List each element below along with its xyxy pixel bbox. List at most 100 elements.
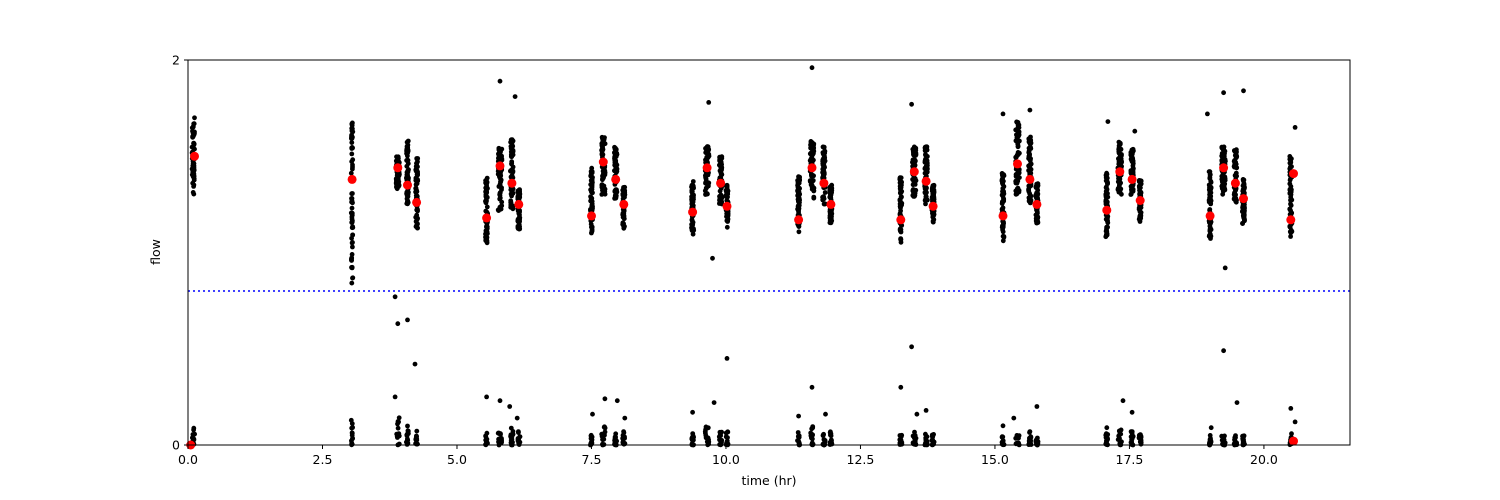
- raw-point: [931, 184, 937, 189]
- raw-point: [413, 219, 419, 224]
- raw-point: [508, 168, 513, 174]
- raw-point: [349, 151, 355, 157]
- raw-point: [588, 194, 593, 200]
- raw-point: [703, 157, 709, 163]
- raw-point: [350, 275, 356, 281]
- mean-point: [1239, 194, 1248, 204]
- outlier-point: [1205, 111, 1210, 117]
- raw-point: [1207, 433, 1213, 438]
- raw-point: [395, 425, 401, 431]
- outlier-point: [1129, 409, 1135, 415]
- mean-point: [928, 201, 938, 211]
- raw-point: [483, 228, 489, 234]
- y-axis-label: flow: [148, 239, 163, 265]
- raw-point: [405, 146, 411, 152]
- mean-point: [1289, 169, 1298, 179]
- raw-point: [725, 216, 731, 222]
- raw-point: [1026, 189, 1032, 194]
- mean-point: [507, 178, 517, 188]
- raw-point: [191, 121, 197, 127]
- raw-point: [1234, 154, 1240, 160]
- raw-point: [496, 430, 502, 436]
- raw-point: [809, 440, 815, 446]
- raw-point: [349, 140, 355, 146]
- raw-point: [405, 423, 410, 429]
- mean-point: [1230, 178, 1240, 188]
- x-tick-label: 12.5: [847, 452, 875, 467]
- outlier-point: [1288, 406, 1294, 411]
- raw-point: [508, 204, 514, 210]
- outlier-point: [349, 252, 355, 257]
- raw-point: [930, 214, 936, 220]
- raw-point: [717, 188, 723, 194]
- raw-point: [1104, 232, 1110, 238]
- outlier-point: [1208, 425, 1214, 431]
- raw-point: [1219, 173, 1225, 179]
- outlier-point: [507, 404, 513, 409]
- raw-point: [394, 155, 400, 160]
- raw-point: [1035, 181, 1041, 187]
- raw-point: [689, 218, 695, 223]
- raw-point: [1288, 234, 1293, 239]
- raw-point: [910, 193, 916, 198]
- raw-point: [349, 440, 355, 446]
- raw-point: [413, 164, 419, 169]
- outlier-point: [898, 384, 904, 390]
- raw-point: [350, 425, 355, 430]
- mean-point: [1205, 211, 1215, 221]
- raw-point: [795, 434, 801, 439]
- raw-point: [414, 156, 420, 161]
- raw-point: [497, 195, 503, 201]
- raw-point: [930, 439, 936, 445]
- raw-point: [1219, 433, 1225, 439]
- raw-point: [601, 183, 607, 189]
- raw-point: [1287, 177, 1293, 183]
- raw-point: [1117, 141, 1123, 147]
- raw-point: [190, 180, 196, 186]
- outlier-point: [1027, 107, 1033, 113]
- raw-point: [897, 433, 903, 438]
- raw-point: [1001, 221, 1006, 227]
- raw-point: [484, 224, 490, 230]
- raw-point: [350, 200, 355, 206]
- raw-point: [1240, 221, 1245, 227]
- raw-point: [508, 174, 514, 180]
- raw-point: [1241, 435, 1246, 440]
- raw-point: [484, 175, 490, 181]
- outlier-point: [1292, 419, 1298, 425]
- raw-point: [820, 150, 826, 156]
- raw-point: [190, 435, 195, 441]
- raw-point: [413, 186, 419, 191]
- mean-point: [482, 213, 492, 223]
- raw-point: [809, 426, 815, 432]
- raw-point: [1208, 219, 1214, 225]
- x-tick-label: 15.0: [981, 452, 1009, 467]
- outlier-point: [497, 398, 503, 404]
- raw-point: [1206, 197, 1212, 203]
- raw-point: [395, 421, 400, 427]
- raw-point: [1118, 427, 1124, 433]
- raw-point: [809, 171, 814, 177]
- raw-point: [719, 429, 724, 435]
- outlier-point: [1132, 128, 1138, 134]
- raw-point: [483, 438, 489, 443]
- raw-point: [821, 170, 827, 176]
- raw-point: [496, 147, 502, 153]
- raw-point: [349, 132, 354, 138]
- y-tick-label: 2: [172, 53, 180, 68]
- raw-point: [1015, 150, 1021, 155]
- raw-point: [1016, 122, 1022, 128]
- raw-point: [797, 191, 802, 197]
- raw-point: [484, 188, 489, 194]
- raw-point: [1289, 210, 1295, 216]
- raw-point: [614, 150, 620, 156]
- raw-point: [497, 174, 502, 180]
- raw-point: [1138, 215, 1144, 221]
- raw-point: [1034, 211, 1040, 216]
- mean-point: [1025, 174, 1035, 184]
- raw-point: [725, 429, 731, 435]
- mean-point: [1102, 205, 1112, 215]
- raw-point: [1128, 152, 1134, 157]
- raw-point: [690, 434, 695, 440]
